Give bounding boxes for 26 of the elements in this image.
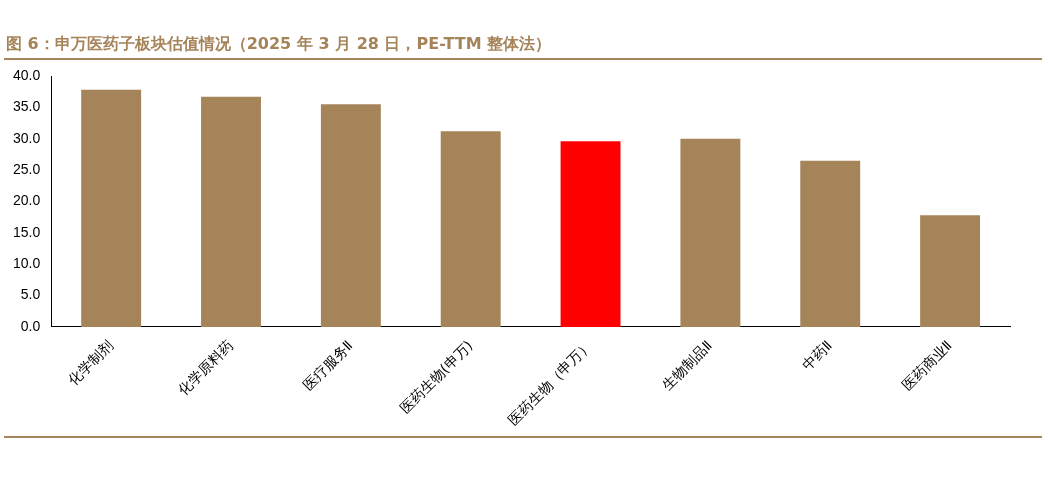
bar xyxy=(920,215,981,327)
y-tick-label: 25.0 xyxy=(13,160,41,177)
x-tick-label: 化学原料药 xyxy=(174,337,236,399)
y-tick-label: 20.0 xyxy=(13,192,41,209)
bar xyxy=(320,104,381,327)
bar xyxy=(800,160,861,327)
x-tick-label: 中药Ⅱ xyxy=(798,337,835,374)
bar xyxy=(560,141,621,327)
bar xyxy=(81,89,142,327)
bar xyxy=(201,96,261,327)
chart-title: 图 6：申万医药子板块估值情况（2025 年 3 月 28 日，PE-TTM 整体法） xyxy=(6,34,552,55)
bar xyxy=(440,131,501,327)
y-tick-label: 30.0 xyxy=(13,129,41,146)
bar xyxy=(680,138,741,327)
y-tick-label: 40.0 xyxy=(13,66,41,83)
x-tick-label: 医药商业Ⅱ xyxy=(898,337,955,394)
y-tick-label: 15.0 xyxy=(13,223,41,240)
y-tick-label: 5.0 xyxy=(20,286,41,303)
x-tick-label: 生物制品Ⅱ xyxy=(659,337,716,394)
x-tick-label: 医疗服务Ⅱ xyxy=(299,337,356,394)
y-tick-label: 35.0 xyxy=(13,98,41,115)
x-tick-label: 化学制剂 xyxy=(64,337,116,389)
y-tick-label: 10.0 xyxy=(13,255,41,272)
x-tick-label: 医药生物（申万） xyxy=(504,337,596,428)
x-tick-label: 医药生物(申万) xyxy=(396,337,476,416)
y-tick-label: 0.0 xyxy=(20,317,41,334)
